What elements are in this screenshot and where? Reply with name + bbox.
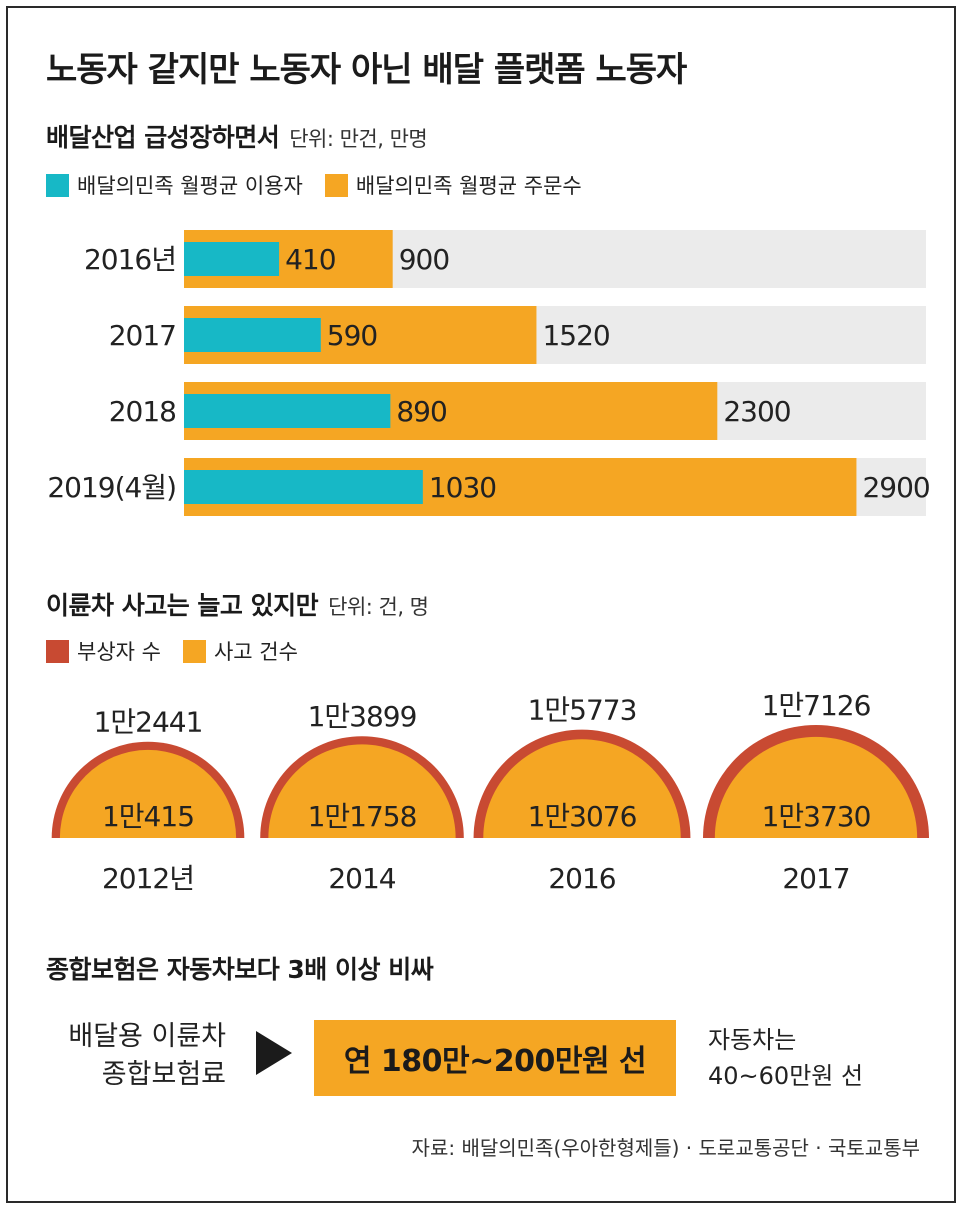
legend-item-orders: 배달의민족 월평균 주문수 [324,170,582,200]
category-label: 2016년 [84,243,176,276]
users-value-label: 890 [396,395,446,428]
insurance-label-line2: 종합보험료 [101,1059,226,1090]
infographic-frame [6,6,956,1203]
category-label: 2019(4월) [47,471,176,504]
legend-item-users: 배달의민족 월평균 이용자 [46,170,303,200]
section2-unit: 단위: 건, 명 [328,595,429,619]
year-label: 2012년 [102,862,194,895]
orders-value-label: 2900 [862,471,929,504]
users-value-label: 410 [285,243,335,276]
insurance-cost-box: 연 180만~200만원 선 [314,1020,676,1096]
year-label: 2014 [328,862,395,895]
injured-value-label: 1만2441 [94,706,203,739]
section1-heading-text: 배달산업 급성장하면서 [46,123,280,152]
legend-swatch-orange [324,173,348,197]
accidents-value-label: 1만3730 [762,800,871,833]
legend-swatch-orange-2 [182,639,206,663]
legend-item-injured: 부상자 수 [46,636,161,666]
injured-value-label: 1만5773 [528,694,637,727]
accidents-semicircle [59,749,237,838]
bar-chart: 2016년 410 900 2017 590 1520 2018 890 2300 2019(4월… [47,230,931,516]
orders-value-label: 900 [399,243,449,276]
injured-value-label: 1만7126 [762,689,871,722]
car-note-line1: 자동차는 [708,1026,797,1054]
users-value-label: 590 [327,319,377,352]
section2-legend: 부상자 수 사고 건수 [46,636,320,666]
accidents-semicircle [268,744,456,838]
orders-value-label: 1520 [542,319,609,352]
accidents-value-label: 1만1758 [308,800,417,833]
injured-value-label: 1만3899 [308,700,417,733]
car-note-line2: 40~60만원 선 [708,1062,864,1090]
car-insurance-note: 자동차는 40~60만원 선 [708,1022,863,1094]
legend-label-accidents: 사고 건수 [213,640,298,664]
category-label: 2017 [109,319,176,352]
play-arrow-icon [256,1031,292,1075]
accidents-value-label: 1만3076 [528,800,637,833]
bar-users [184,394,391,428]
bar-users [184,470,423,504]
section1-legend: 배달의민족 월평균 이용자 배달의민족 월평균 주문수 [46,170,604,200]
insurance-label: 배달용 이륜차 종합보험료 [40,1018,226,1094]
category-label: 2018 [109,395,176,428]
legend-label-orders: 배달의민족 월평균 주문수 [355,174,582,198]
section1-unit: 단위: 만건, 만명 [289,127,428,151]
section2-heading-text: 이륜차 사고는 늘고 있지만 [46,591,319,620]
section2-heading: 이륜차 사고는 늘고 있지만 단위: 건, 명 [46,586,429,622]
source-credit: 자료: 배달의민족(우아한형제들) · 도로교통공단 · 국토교통부 [411,1136,920,1160]
accidents-semicircle [483,739,681,838]
insurance-cost-text: 연 180만~200만원 선 [343,1044,647,1079]
legend-label-injured: 부상자 수 [77,640,161,664]
legend-swatch-red [46,639,69,663]
section3-heading: 종합보험은 자동차보다 3배 이상 비싸 [46,955,434,984]
section1-heading: 배달산업 급성장하면서 단위: 만건, 만명 [46,118,428,154]
bar-users [184,242,280,276]
accidents-value-label: 1만415 [102,800,194,833]
legend-label-users: 배달의민족 월평균 이용자 [77,174,303,198]
users-value-label: 1030 [429,471,496,504]
bar-users [184,318,321,352]
accidents-semicircle [714,736,918,838]
year-label: 2017 [782,862,849,895]
insurance-label-line1: 배달용 이륜차 [68,1021,226,1052]
year-label: 2016 [548,862,615,895]
orders-value-label: 2300 [723,395,790,428]
legend-item-accidents: 사고 건수 [182,636,298,666]
page-title: 노동자 같지만 노동자 아닌 배달 플랫폼 노동자 [46,50,687,90]
legend-swatch-teal [46,173,69,197]
dome-chart: 1만2441 1만415 2012년 1만3899 1만1758 2014 1만5773 1만… [51,689,929,895]
